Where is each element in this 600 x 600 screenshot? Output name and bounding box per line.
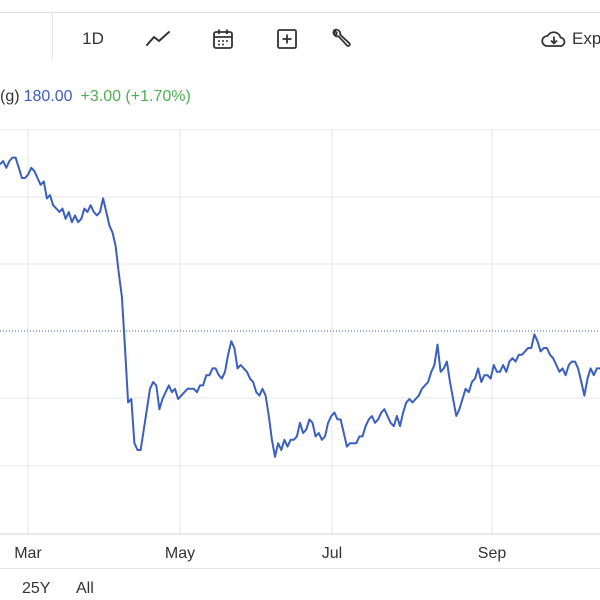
date-range-button[interactable] [206, 24, 240, 54]
range-selector: 25Y All [0, 568, 600, 600]
range-divider [0, 568, 600, 569]
x-tick-label: May [165, 545, 195, 562]
settings-button[interactable] [326, 24, 356, 54]
legend-symbol: (g) [0, 88, 20, 105]
calendar-icon [213, 29, 233, 49]
chart-legend: (g) 180.00 +3.00 (+1.70%) [0, 88, 191, 106]
export-button[interactable]: Exp [540, 24, 600, 54]
interval-label: 1D [82, 29, 104, 48]
range-all-button[interactable]: All [76, 580, 94, 597]
x-tick-label: Jul [322, 545, 342, 562]
x-tick-label: Sep [478, 545, 507, 562]
price-series-line [0, 156, 600, 458]
range-25y-button[interactable]: 25Y [22, 580, 51, 597]
chart-toolbar: 1D Exp [0, 0, 600, 62]
legend-price: 180.00 [23, 88, 73, 105]
add-square-icon [277, 29, 297, 49]
interval-button[interactable]: 1D [72, 24, 114, 54]
toolbar-divider [0, 12, 600, 13]
price-chart[interactable]: Mar May Jul Sep [0, 0, 600, 568]
vertical-gridlines [27, 130, 493, 534]
x-axis-ticks: Mar May Jul Sep [14, 545, 506, 562]
line-chart-icon [146, 31, 170, 46]
horizontal-gridlines [0, 129, 600, 467]
toolbar-separator [52, 12, 53, 60]
chart-type-button[interactable] [140, 24, 176, 54]
cloud-download-icon [541, 31, 566, 47]
export-label: Exp [572, 29, 600, 48]
x-tick-label: Mar [14, 545, 42, 562]
compare-button[interactable] [270, 24, 304, 54]
legend-change: +3.00 (+1.70%) [80, 88, 191, 105]
wrench-icon [332, 28, 351, 47]
